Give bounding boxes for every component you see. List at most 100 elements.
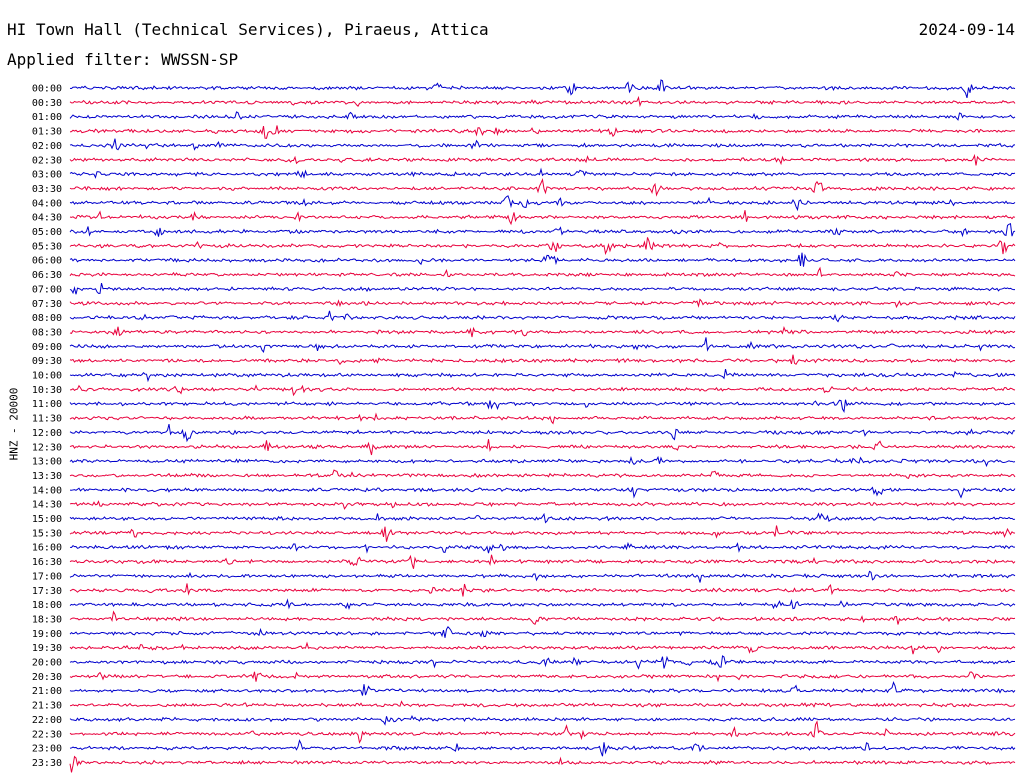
row-label: 09:30 xyxy=(32,356,62,367)
trace-row xyxy=(69,486,1016,499)
trace-row xyxy=(69,554,1016,569)
trace-row xyxy=(69,252,1016,267)
trace-row xyxy=(69,714,1016,726)
row-label: 06:00 xyxy=(32,256,62,267)
row-label: 02:00 xyxy=(32,141,62,152)
row-label: 08:30 xyxy=(32,327,62,338)
trace-row xyxy=(69,583,1016,597)
trace-row xyxy=(69,720,1016,744)
row-label: 00:30 xyxy=(32,98,62,109)
row-label: 21:00 xyxy=(32,686,62,697)
trace-row xyxy=(69,266,1016,278)
row-label: 23:30 xyxy=(32,758,62,769)
row-label: 23:00 xyxy=(32,744,62,755)
trace-row xyxy=(69,455,1016,468)
trace-row xyxy=(69,79,1016,99)
trace-row xyxy=(69,412,1016,425)
trace-row xyxy=(69,95,1016,108)
trace-row xyxy=(69,641,1016,655)
row-label: 17:00 xyxy=(32,571,62,582)
row-label: 20:00 xyxy=(32,658,62,669)
row-label: 13:00 xyxy=(32,457,62,468)
row-label: 10:00 xyxy=(32,371,62,382)
row-label: 18:30 xyxy=(32,614,62,625)
row-label: 18:00 xyxy=(32,600,62,611)
row-label: 15:00 xyxy=(32,514,62,525)
row-label: 12:00 xyxy=(32,428,62,439)
row-label: 12:30 xyxy=(32,442,62,453)
plot-date: 2024-09-14 xyxy=(918,20,1015,39)
trace-row xyxy=(69,195,1016,212)
row-label: 05:30 xyxy=(32,241,62,252)
trace-row xyxy=(69,700,1016,708)
row-label: 10:30 xyxy=(32,385,62,396)
trace-row xyxy=(69,325,1016,338)
row-label: 20:30 xyxy=(32,672,62,683)
row-label: 02:30 xyxy=(32,155,62,166)
trace-row xyxy=(69,739,1016,757)
trace-row xyxy=(69,512,1016,524)
row-label: 03:30 xyxy=(32,184,62,195)
row-label: 22:00 xyxy=(32,715,62,726)
row-label: 22:30 xyxy=(32,729,62,740)
trace-row xyxy=(69,153,1016,166)
row-label: 11:00 xyxy=(32,399,62,410)
row-label: 06:30 xyxy=(32,270,62,281)
trace-row xyxy=(69,282,1016,295)
row-label: 08:00 xyxy=(32,313,62,324)
trace-row xyxy=(69,354,1016,366)
trace-row xyxy=(69,210,1016,226)
row-label: 05:00 xyxy=(32,227,62,238)
trace-row xyxy=(69,178,1016,197)
trace-row xyxy=(69,167,1016,179)
row-label: 15:30 xyxy=(32,528,62,539)
trace-row xyxy=(69,222,1016,238)
row-label: 04:00 xyxy=(32,198,62,209)
trace-row xyxy=(69,384,1016,397)
row-label: 11:30 xyxy=(32,414,62,425)
row-label: 19:00 xyxy=(32,629,62,640)
trace-row xyxy=(69,399,1016,414)
trace-row xyxy=(69,298,1016,309)
trace-row xyxy=(69,337,1016,353)
row-label: 03:00 xyxy=(32,170,62,181)
row-label: 19:30 xyxy=(32,643,62,654)
trace-row xyxy=(69,423,1016,443)
trace-row xyxy=(69,500,1016,510)
trace-row xyxy=(69,671,1016,683)
trace-row xyxy=(69,610,1016,625)
filter-label: Applied filter: WWSSN-SP xyxy=(7,50,239,69)
trace-row xyxy=(69,625,1016,638)
trace-row xyxy=(69,111,1016,121)
row-label: 16:30 xyxy=(32,557,62,568)
trace-row xyxy=(69,310,1016,323)
trace-row xyxy=(69,125,1016,139)
row-label: 16:00 xyxy=(32,543,62,554)
trace-row xyxy=(69,598,1016,611)
trace-row xyxy=(69,469,1016,479)
row-label: 00:00 xyxy=(32,84,62,95)
trace-row xyxy=(69,138,1016,151)
row-label: 04:30 xyxy=(32,213,62,224)
row-label: 01:00 xyxy=(32,112,62,123)
trace-row xyxy=(69,655,1016,670)
trace-row xyxy=(69,525,1016,542)
trace-row xyxy=(69,755,1016,773)
trace-row xyxy=(69,439,1016,456)
trace-row xyxy=(69,681,1016,696)
trace-row xyxy=(69,570,1016,583)
row-label: 17:30 xyxy=(32,586,62,597)
row-label: 09:00 xyxy=(32,342,62,353)
row-label: 07:30 xyxy=(32,299,62,310)
row-label: 01:30 xyxy=(32,127,62,138)
row-label: 14:30 xyxy=(32,500,62,511)
row-label: 07:00 xyxy=(32,284,62,295)
trace-row xyxy=(69,237,1016,256)
row-label: 13:30 xyxy=(32,471,62,482)
row-label: 14:00 xyxy=(32,485,62,496)
trace-row xyxy=(69,541,1016,554)
station-title: HI Town Hall (Technical Services), Pirae… xyxy=(7,20,489,39)
row-label: 21:30 xyxy=(32,701,62,712)
trace-row xyxy=(69,368,1016,383)
